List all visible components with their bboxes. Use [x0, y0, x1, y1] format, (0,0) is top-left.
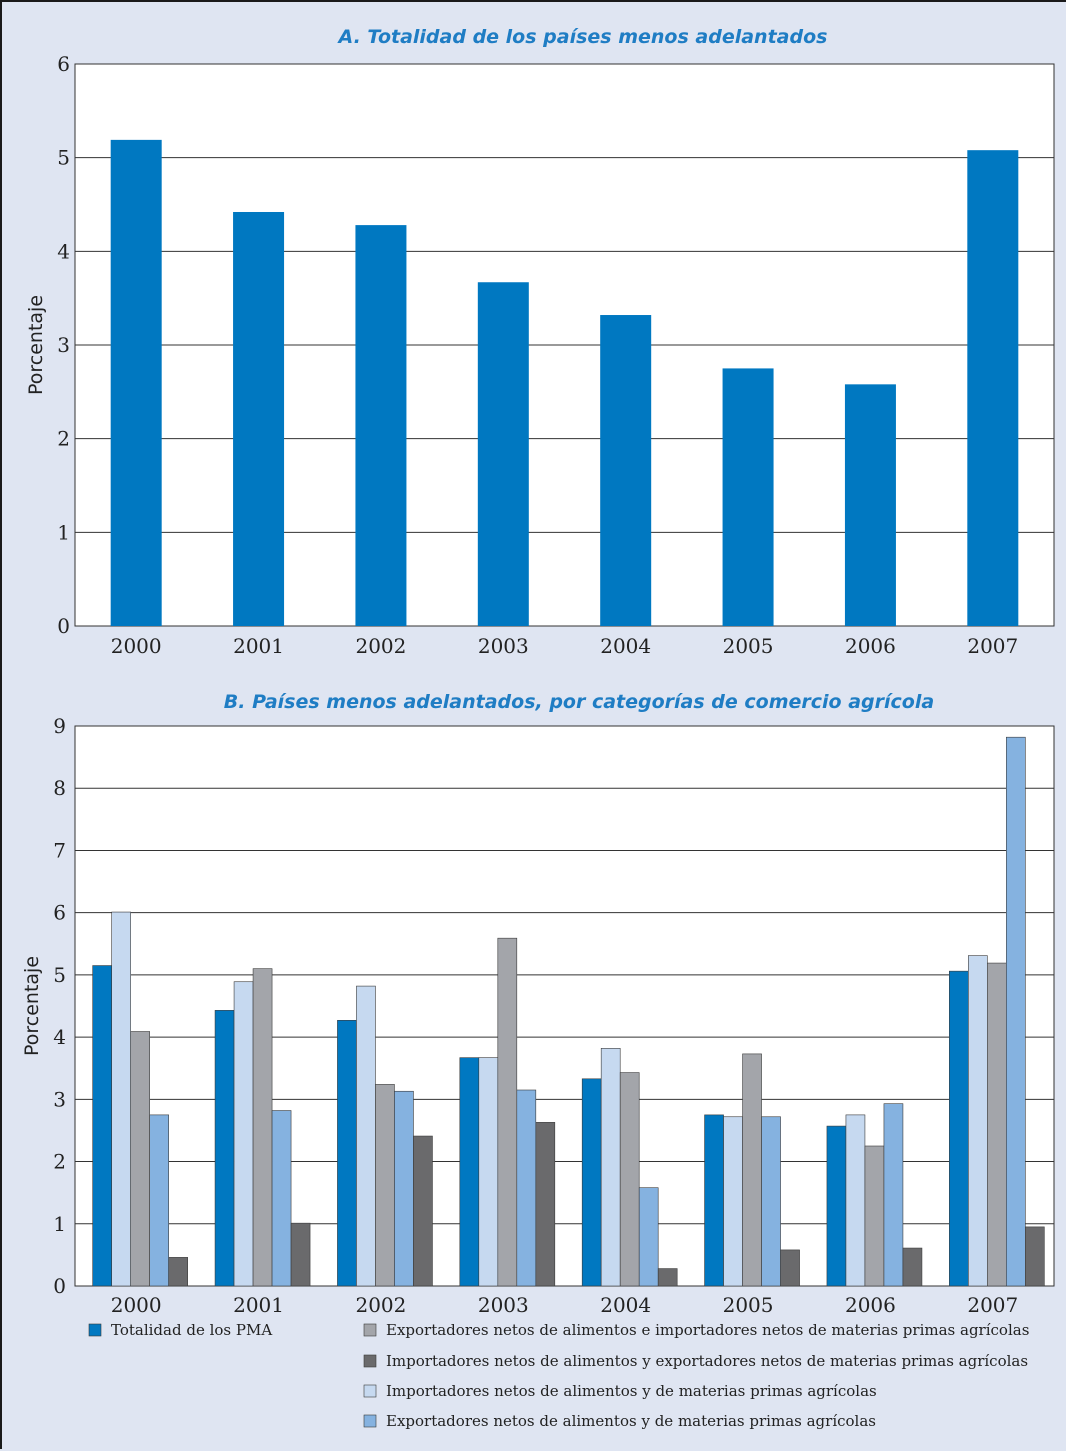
chart-b-bar: [968, 955, 988, 1287]
chart-b-bar: [478, 1057, 499, 1287]
chart-b-bar: [214, 1010, 235, 1287]
legend-label: Totalidad de los PMA: [111, 1321, 272, 1339]
chart-b-bar: [149, 1114, 169, 1287]
chart-b-y-tick-label: 7: [53, 838, 66, 862]
chart-b-x-tick-label: 2007: [967, 1293, 1018, 1317]
chart-b-bar: [883, 1103, 904, 1287]
chart-b-y-tick-label: 1: [53, 1212, 66, 1236]
legend-swatch: [363, 1354, 377, 1368]
chart-a-y-axis-label: Porcentaje: [25, 295, 47, 395]
chart-b-bar: [780, 1249, 800, 1287]
chart-b-bar: [723, 1116, 743, 1287]
chart-b-bar: [413, 1135, 433, 1287]
chart-b-y-tick-label: 6: [53, 901, 66, 925]
chart-b-bar: [111, 911, 131, 1287]
chart-b-y-axis-label: Porcentaje: [21, 956, 43, 1056]
chart-a-bar: [233, 211, 285, 626]
chart-b-bar: [619, 1072, 640, 1287]
chart-a-bar: [844, 384, 896, 626]
chart-b-bar: [704, 1114, 724, 1287]
chart-b-bar: [394, 1090, 414, 1287]
chart-b-bar: [92, 965, 112, 1287]
chart-b-bar: [949, 970, 969, 1287]
chart-b-bar: [581, 1078, 602, 1287]
legend-label: Exportadores netos de alimentos y de mat…: [386, 1412, 876, 1430]
chart-b-bar: [459, 1057, 480, 1287]
legend-swatch: [88, 1323, 102, 1337]
chart-b-y-tick-label: 4: [53, 1025, 66, 1049]
chart-a-x-tick-label: 2000: [111, 634, 162, 658]
chart-b-x-tick-label: 2000: [111, 1293, 162, 1317]
chart-b-title: B. Países menos adelantados, por categor…: [224, 691, 934, 713]
chart-a-bar: [967, 150, 1019, 626]
chart-a-y-tick-label: 4: [57, 239, 70, 263]
legend-label: Importadores netos de alimentos y export…: [386, 1352, 1028, 1370]
chart-b-bar: [252, 968, 273, 1287]
chart-b-y-tick-label: 5: [53, 963, 66, 987]
chart-b-x-tick-label: 2006: [845, 1293, 896, 1317]
chart-b-bar: [271, 1110, 292, 1287]
chart-b-bar: [638, 1187, 659, 1287]
chart-a-x-tick-label: 2001: [233, 634, 284, 658]
chart-b-x-tick-label: 2004: [600, 1293, 651, 1317]
chart-b-y-tick-label: 0: [53, 1274, 66, 1298]
chart-a-y-tick-label: 1: [57, 520, 70, 544]
chart-b-bar: [375, 1084, 395, 1287]
chart-a-y-tick-label: 3: [57, 333, 70, 357]
chart-b-x-tick-label: 2003: [478, 1293, 529, 1317]
chart-b-x-tick-label: 2002: [355, 1293, 406, 1317]
chart-a-x-tick-label: 2003: [478, 634, 529, 658]
chart-a-x-tick-label: 2002: [355, 634, 406, 658]
chart-a-y-tick-label: 5: [57, 146, 70, 170]
legend-swatch: [363, 1323, 377, 1337]
legend-label: Importadores netos de alimentos y de mat…: [386, 1382, 877, 1400]
chart-a-x-tick-label: 2005: [723, 634, 774, 658]
chart-b-bar: [290, 1222, 311, 1287]
legend-swatch: [363, 1414, 377, 1428]
chart-b-bar: [168, 1257, 188, 1287]
chart-b-bar: [987, 962, 1007, 1287]
chart-b-bar: [761, 1116, 781, 1287]
chart-b-bar: [742, 1053, 762, 1287]
chart-a-x-tick-label: 2006: [845, 634, 896, 658]
chart-a-y-tick-label: 6: [57, 52, 70, 76]
chart-b-bar: [535, 1122, 556, 1287]
chart-a-bar: [110, 139, 162, 626]
chart-a-y-tick-label: 2: [57, 427, 70, 451]
chart-b-bar: [902, 1247, 923, 1287]
chart-b-bar: [600, 1048, 621, 1287]
chart-b-x-tick-label: 2005: [723, 1293, 774, 1317]
chart-b-bar: [1006, 736, 1026, 1287]
chart-b-bar: [516, 1089, 537, 1287]
legend-swatch: [363, 1384, 377, 1398]
chart-b-y-tick-label: 2: [53, 1150, 66, 1174]
chart-a-x-tick-label: 2004: [600, 634, 651, 658]
chart-b-bar: [864, 1145, 885, 1287]
chart-b-bar: [497, 937, 518, 1287]
chart-b-bar: [356, 985, 376, 1287]
chart-b-bar: [337, 1020, 357, 1287]
chart-b-y-tick-label: 8: [53, 776, 66, 800]
chart-b-bar: [657, 1268, 678, 1287]
chart-a-x-tick-label: 2007: [967, 634, 1018, 658]
chart-b-x-tick-label: 2001: [233, 1293, 284, 1317]
legend-label: Exportadores netos de alimentos e import…: [386, 1321, 1029, 1339]
chart-b-y-tick-label: 3: [53, 1087, 66, 1111]
chart-b-y-tick-label: 9: [53, 714, 66, 738]
chart-b-bar: [1025, 1226, 1045, 1287]
chart-a-y-tick-label: 0: [57, 614, 70, 638]
chart-b-bar: [845, 1114, 866, 1287]
chart-a-bar: [722, 368, 774, 626]
chart-b-bar: [233, 981, 254, 1287]
chart-a-bar: [355, 225, 407, 626]
chart-a-bar: [477, 282, 529, 626]
chart-a-bar: [600, 315, 652, 626]
chart-a-title: A. Totalidad de los países menos adelant…: [337, 26, 828, 48]
chart-b-bar: [130, 1031, 150, 1287]
chart-b-bar: [826, 1125, 847, 1287]
